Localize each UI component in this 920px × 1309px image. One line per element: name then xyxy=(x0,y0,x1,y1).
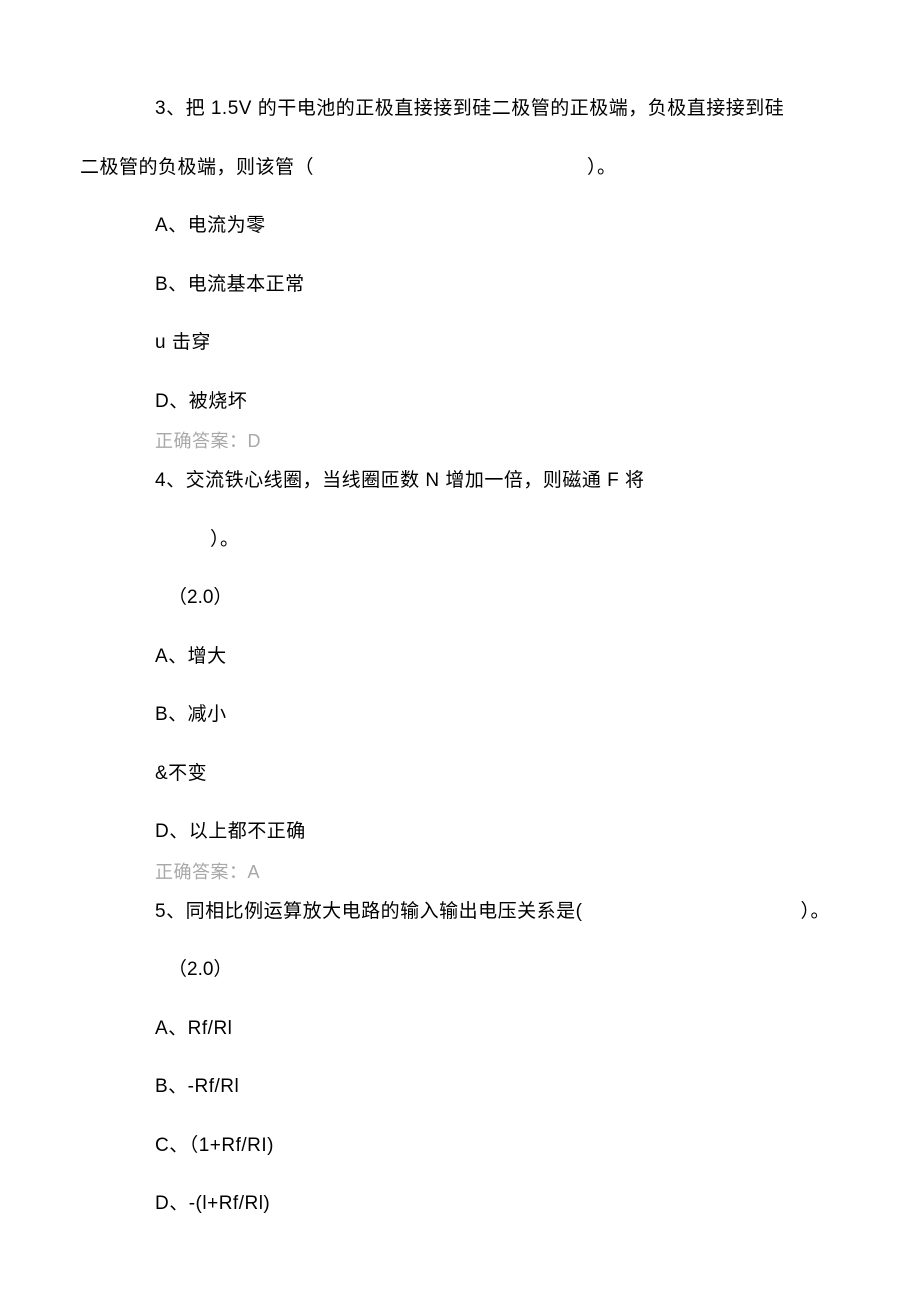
q5-stem-text: 5、同相比例运算放大电路的输入输出电压关系是( xyxy=(155,898,582,927)
q3-stem-line1: 3、把 1.5V 的干电池的正极直接接到硅二极管的正极端，负极直接接到硅 xyxy=(80,95,840,124)
q4-points: （2.0） xyxy=(80,584,840,613)
q3-answer: 正确答案：D xyxy=(80,428,840,455)
q4-stem-line1: 4、交流铁心线圈，当线圈匝数 N 增加一倍，则磁通 F 将 xyxy=(80,467,840,496)
q5-stem-paren: ）。 xyxy=(800,898,840,927)
q5-stem-line: 5、同相比例运算放大电路的输入输出电压关系是( ）。 xyxy=(80,898,840,927)
q3-option-a: A、电流为零 xyxy=(80,212,840,241)
q4-option-d: D、以上都不正确 xyxy=(80,818,840,847)
q5-option-d: D、-(l+Rf/Rl) xyxy=(80,1190,840,1219)
q3-option-c: u 击穿 xyxy=(80,329,840,358)
q4-option-c: &不变 xyxy=(80,760,840,789)
q4-stem-line2: ）。 xyxy=(80,526,840,555)
q3-stem-line2: 二极管的负极端，则该管（ ）。 xyxy=(80,154,840,183)
q5-points: （2.0） xyxy=(80,956,840,985)
q4-answer-letter: A xyxy=(248,862,261,882)
q5-option-c: C、（1+Rf/RI) xyxy=(80,1132,840,1161)
q5-option-b: B、-Rf/Rl xyxy=(80,1073,840,1102)
q4-answer: 正确答案：A xyxy=(80,859,840,886)
q4-option-b: B、减小 xyxy=(80,701,840,730)
q5-option-a: A、Rf/Rl xyxy=(80,1015,840,1044)
q3-answer-letter: D xyxy=(248,431,262,451)
q3-answer-label: 正确答案： xyxy=(155,431,248,451)
q3-option-b: B、电流基本正常 xyxy=(80,271,840,300)
q3-option-d: D、被烧坏 xyxy=(80,388,840,417)
q4-option-a: A、增大 xyxy=(80,643,840,672)
q4-answer-label: 正确答案： xyxy=(155,862,248,882)
